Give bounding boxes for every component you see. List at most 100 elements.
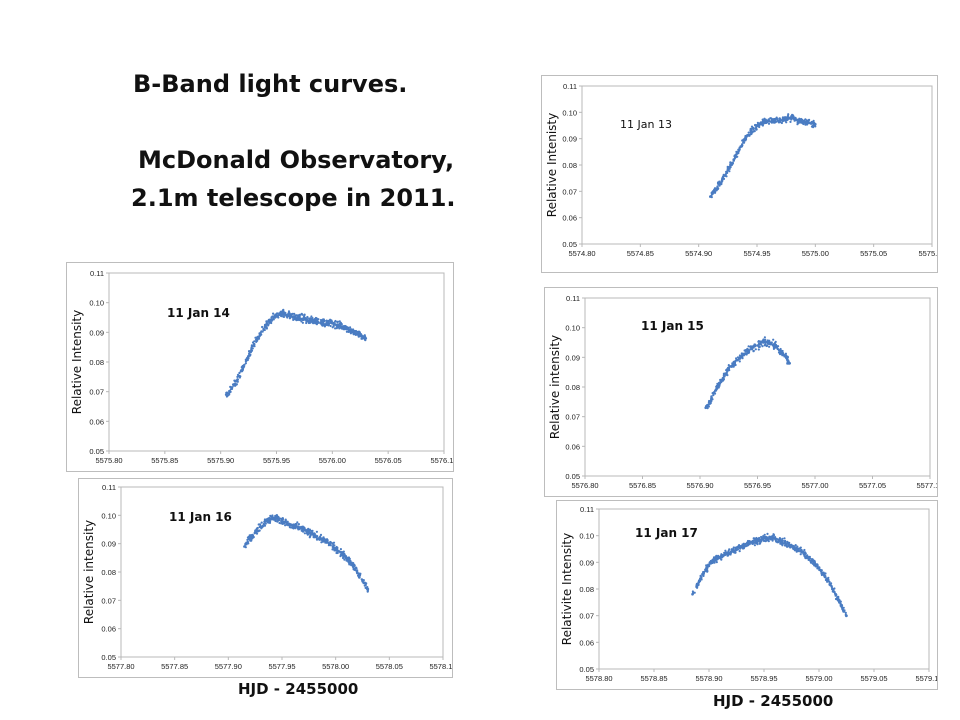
data-point [828,582,832,585]
data-point [234,382,237,386]
data-point [353,331,357,334]
data-point [282,315,285,318]
data-point [827,578,830,581]
data-point [755,539,758,542]
data-point [331,542,334,545]
data-point [274,519,277,522]
slide-title: B-Band light curves. [133,70,408,98]
data-point [779,347,782,351]
data-point [286,522,289,526]
data-point [315,530,318,533]
data-point [350,328,353,332]
data-point [724,173,727,176]
data-point [342,550,345,553]
data-point [314,319,317,322]
data-point [331,326,334,329]
data-point [732,549,735,552]
chart-svg: 0.05 0.06 0.07 0.08 0.09 0.10 0.11 5577.80 5577.… [82,483,452,671]
data-point [784,352,787,355]
data-point [696,586,699,589]
data-point [744,350,748,353]
x-tick-label: 5577.10 [916,481,937,490]
data-point [347,328,351,331]
y-tick-label: 0.08 [89,358,104,367]
data-point [761,124,764,127]
data-point [236,373,240,376]
data-point [351,565,354,568]
x-tick-label: 5576.85 [629,481,656,490]
scatter-series [704,336,791,410]
data-point [270,321,273,325]
data-point [758,542,761,545]
y-axis-label: Relative intensity [82,520,96,624]
data-point [337,550,340,553]
chart-date-label: 11 Jan 17 [635,526,698,540]
x-tick-label: 5578.95 [750,674,777,683]
data-point [312,533,316,537]
data-point [248,536,252,540]
data-point [727,367,730,371]
data-point [331,322,334,325]
data-point [772,338,775,341]
x-tick-label: 5575.00 [802,249,829,258]
data-point [762,338,765,341]
data-point [813,563,816,567]
chart-panel-jan14: 0.05 0.06 0.07 0.08 0.09 0.10 0.11 5575.80 5575.… [66,262,454,472]
plot-area [584,297,931,477]
data-point [747,131,750,134]
data-point [757,348,760,351]
data-point [752,344,755,347]
data-point [294,522,298,526]
y-tick-label: 0.05 [101,653,116,662]
data-point [794,544,797,547]
data-point [733,362,736,365]
data-point [788,116,791,120]
data-point [797,121,800,124]
data-point [714,187,718,190]
y-tick-label: 0.05 [89,447,104,456]
data-point [241,366,245,370]
data-point [238,371,241,375]
x-tick-label: 5578.85 [640,674,667,683]
x-tick-label: 5579.10 [915,674,937,683]
data-point [288,317,291,320]
data-point [363,334,366,337]
y-tick-label: 0.07 [562,187,577,196]
data-point [350,331,353,334]
y-tick-label: 0.08 [562,161,577,170]
data-point [766,532,769,535]
data-point [339,323,342,326]
data-point [747,345,750,348]
data-point [795,547,799,551]
data-point [767,341,771,344]
data-point [319,320,323,324]
y-axis-label: Relativite Intensity [560,533,574,645]
data-point [355,567,358,570]
data-point [238,376,241,379]
data-point [753,537,756,540]
x-tick-label: 5576.05 [375,456,402,465]
data-point [317,321,320,324]
data-point [781,353,784,356]
data-point [249,350,252,353]
data-point [322,320,325,323]
data-point [773,118,776,122]
chart-svg: 0.05 0.06 0.07 0.08 0.09 0.10 0.11 5576.80 5576.… [548,294,937,490]
data-point [785,545,789,548]
data-point [845,614,848,617]
data-point [362,581,365,584]
data-point [293,318,296,321]
data-point [798,120,802,123]
data-point [772,533,775,536]
data-point [779,539,782,543]
data-point [765,344,768,348]
data-point [738,147,741,151]
x-tick-label: 5574.90 [685,249,712,258]
data-point [782,542,785,545]
data-point [801,118,804,121]
data-point [286,520,289,523]
data-point [355,570,359,574]
data-point [806,555,810,559]
data-point [337,326,340,329]
y-tick-label: 0.09 [565,353,580,362]
